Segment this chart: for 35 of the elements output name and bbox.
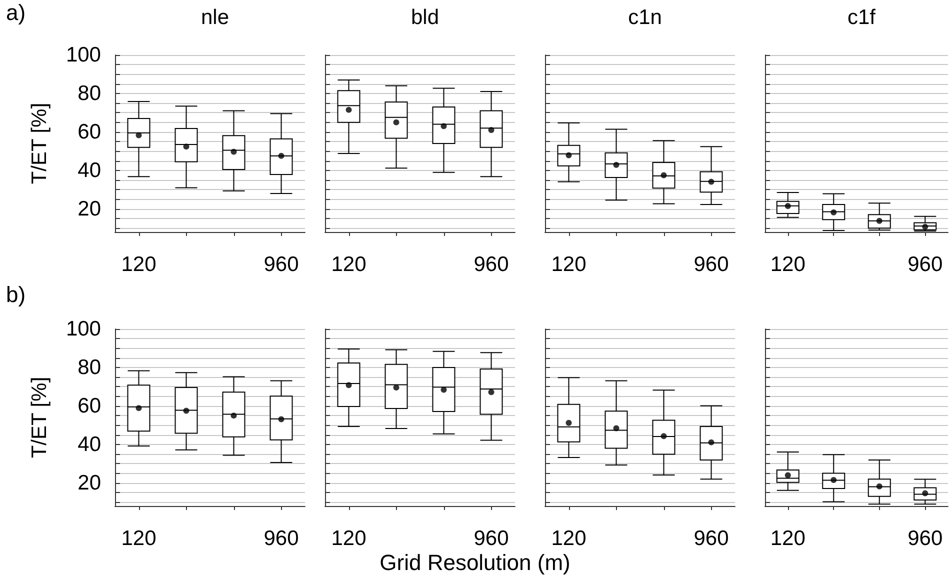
- x-tick-label: 960: [694, 253, 729, 276]
- x-tick-label: 960: [474, 527, 509, 550]
- y-tick-label: 100: [66, 318, 101, 340]
- x-tick-label: 120: [551, 527, 586, 550]
- x-tick-label: 960: [264, 527, 299, 550]
- y-tick-label: 100: [66, 44, 101, 66]
- text: b): [6, 282, 26, 308]
- x-tick-label: 960: [474, 253, 509, 276]
- x-tick-label: 120: [121, 527, 156, 550]
- y-tick-label: 40: [78, 432, 101, 456]
- y-tick-label: 60: [78, 120, 101, 144]
- chart-title: c1n: [628, 6, 662, 29]
- x-tick-label: 120: [770, 253, 806, 276]
- y-tick-label: 40: [78, 158, 101, 182]
- x-tick-label: 960: [908, 253, 943, 276]
- x-axis-title: Grid Resolution (m): [378, 550, 572, 576]
- x-tick-label: 960: [908, 527, 943, 550]
- x-tick-label: 120: [121, 253, 156, 276]
- y-tick-label: 80: [78, 356, 101, 379]
- chart-title: nle: [200, 6, 230, 29]
- y-axis-title: T/ET [%]: [28, 102, 51, 184]
- chart-title: bld: [410, 6, 440, 29]
- x-tick-label: 120: [331, 527, 366, 550]
- y-tick-label: 20: [78, 471, 101, 494]
- x-tick-label: 120: [551, 253, 586, 276]
- y-tick-label: 80: [78, 82, 101, 105]
- text: a): [6, 0, 26, 26]
- x-tick-label: 120: [331, 253, 366, 276]
- x-tick-label: 960: [264, 253, 299, 276]
- x-tick-label: 120: [770, 527, 806, 550]
- y-tick-label: 20: [78, 197, 101, 220]
- y-tick-label: 60: [78, 394, 101, 418]
- chart-title: c1f: [847, 6, 876, 29]
- x-tick-label: 960: [694, 527, 729, 550]
- y-axis-title: T/ET [%]: [28, 376, 51, 458]
